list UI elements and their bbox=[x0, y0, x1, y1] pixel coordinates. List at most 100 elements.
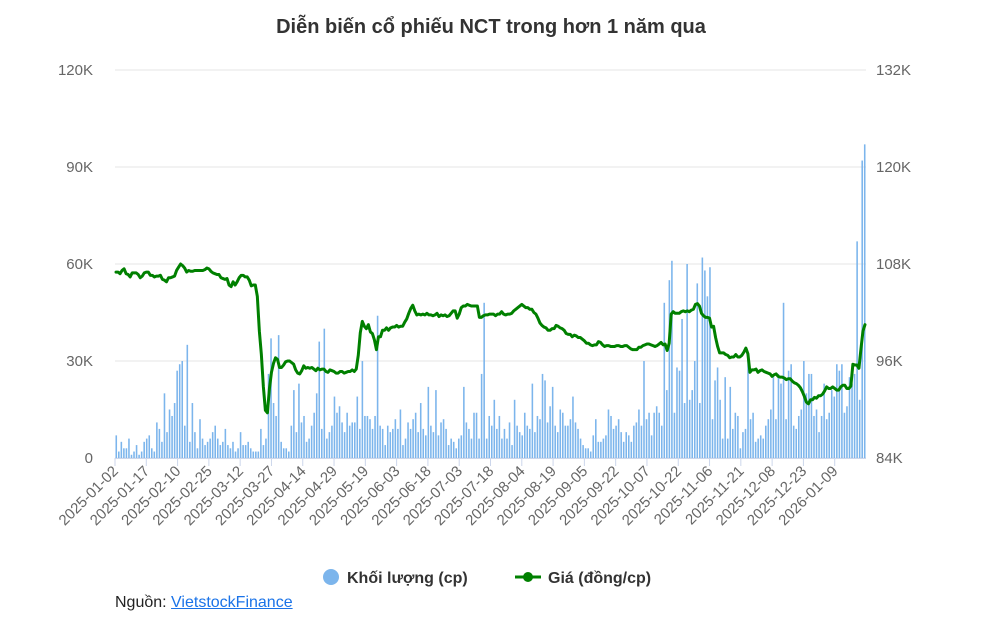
volume-bar bbox=[275, 415, 277, 458]
volume-bar bbox=[290, 425, 293, 458]
volume-bar bbox=[521, 435, 523, 458]
volume-bar bbox=[178, 364, 181, 458]
volume-bar bbox=[323, 328, 326, 458]
volume-bar bbox=[704, 270, 706, 458]
volume-bar bbox=[397, 428, 399, 458]
legend-price-marker bbox=[523, 572, 533, 582]
volume-bar bbox=[346, 412, 348, 458]
volume-bar bbox=[463, 386, 465, 458]
volume-bars bbox=[115, 144, 866, 458]
volume-bar bbox=[336, 412, 338, 458]
volume-bar bbox=[836, 364, 838, 458]
volume-bar bbox=[379, 425, 381, 458]
volume-bar bbox=[699, 403, 701, 458]
volume-bar bbox=[853, 373, 856, 458]
volume-bar bbox=[364, 415, 366, 458]
legend-volume-label: Khối lượng (cp) bbox=[347, 570, 468, 587]
volume-bar bbox=[404, 438, 407, 458]
volume-bar bbox=[128, 438, 130, 458]
volume-bar bbox=[534, 432, 536, 458]
volume-bar bbox=[863, 144, 866, 458]
volume-bar bbox=[655, 406, 658, 458]
volume-bar bbox=[666, 390, 668, 458]
volume-bar bbox=[328, 432, 331, 458]
legend-item-price[interactable]: Giá (đồng/cp) bbox=[515, 570, 651, 587]
volume-bar bbox=[559, 409, 562, 458]
volume-bar bbox=[440, 422, 442, 458]
volume-bar bbox=[724, 377, 726, 458]
volume-bar bbox=[209, 438, 211, 458]
volume-bar bbox=[803, 361, 805, 458]
volume-bar bbox=[356, 396, 359, 458]
volume-bar bbox=[627, 435, 630, 458]
volume-bar bbox=[516, 425, 518, 458]
volume-bar bbox=[156, 422, 158, 458]
volume-bar bbox=[633, 425, 635, 458]
y-right-tick-label: 84K bbox=[876, 450, 903, 467]
volume-bar bbox=[539, 419, 541, 458]
volume-bar bbox=[635, 422, 638, 458]
volume-bar bbox=[280, 441, 282, 458]
volume-bar bbox=[579, 438, 582, 458]
volume-bar bbox=[320, 428, 323, 458]
volume-bar bbox=[511, 445, 513, 458]
volume-bar bbox=[858, 399, 861, 458]
volume-bar bbox=[483, 302, 485, 458]
volume-bar bbox=[810, 373, 813, 458]
volume-bar bbox=[582, 445, 584, 458]
volume-bar bbox=[450, 438, 452, 458]
volume-bar bbox=[498, 415, 501, 458]
volume-bar bbox=[458, 438, 460, 458]
volume-bar bbox=[772, 377, 775, 458]
volume-bar bbox=[536, 415, 539, 458]
volume-bar bbox=[120, 441, 123, 458]
volume-bar bbox=[419, 403, 422, 458]
volume-bar bbox=[569, 419, 572, 458]
volume-bar bbox=[252, 451, 255, 458]
volume-bar bbox=[615, 425, 617, 458]
grid-lines bbox=[115, 69, 866, 459]
volume-bar bbox=[206, 441, 209, 458]
volume-bar bbox=[765, 425, 767, 458]
source-link[interactable]: VietstockFinance bbox=[171, 594, 293, 611]
volume-bar bbox=[371, 428, 374, 458]
volume-bar bbox=[305, 441, 308, 458]
volume-bar bbox=[313, 412, 315, 458]
volume-bar bbox=[607, 409, 610, 458]
volume-bar bbox=[861, 160, 863, 458]
volume-bar bbox=[693, 361, 696, 458]
volume-bar bbox=[138, 454, 140, 458]
volume-bar bbox=[295, 432, 298, 458]
volume-bar bbox=[452, 441, 455, 458]
volume-bar bbox=[556, 432, 559, 458]
volume-bar bbox=[653, 412, 655, 458]
chart-title: Diễn biến cổ phiếu NCT trong hơn 1 năm q… bbox=[276, 16, 706, 38]
volume-bar bbox=[135, 445, 138, 458]
volume-bar bbox=[214, 425, 216, 458]
volume-bar bbox=[818, 432, 820, 458]
volume-bar bbox=[734, 412, 737, 458]
volume-bar bbox=[227, 445, 229, 458]
volume-bar bbox=[194, 432, 196, 458]
volume-bar bbox=[331, 425, 333, 458]
volume-bar bbox=[480, 373, 483, 458]
volume-bar bbox=[262, 445, 265, 458]
legend[interactable]: Khối lượng (cp) Giá (đồng/cp) bbox=[323, 569, 651, 587]
volume-bar bbox=[414, 412, 417, 458]
volume-bar bbox=[298, 383, 300, 458]
volume-bar bbox=[612, 428, 615, 458]
volume-bar bbox=[166, 432, 168, 458]
volume-bar bbox=[681, 318, 683, 458]
legend-item-volume[interactable]: Khối lượng (cp) bbox=[323, 569, 468, 587]
volume-bar bbox=[790, 364, 792, 458]
volume-bar bbox=[234, 451, 237, 458]
volume-bar bbox=[432, 432, 435, 458]
volume-bar bbox=[643, 361, 645, 458]
volume-bar bbox=[470, 438, 473, 458]
volume-bar bbox=[442, 419, 445, 458]
volume-bar bbox=[513, 399, 516, 458]
volume-bar bbox=[562, 412, 564, 458]
volume-bar bbox=[402, 445, 404, 458]
volume-bar bbox=[650, 435, 653, 458]
volume-bar bbox=[825, 419, 828, 458]
